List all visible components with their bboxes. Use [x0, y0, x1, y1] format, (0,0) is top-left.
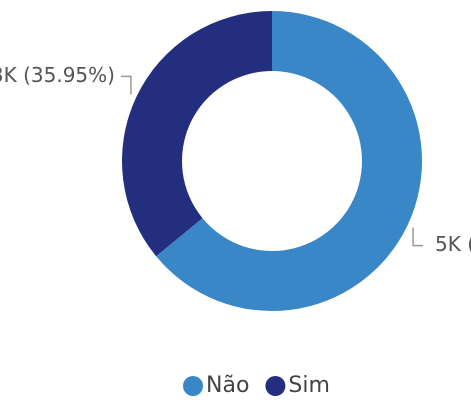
data-label: 5K (64.05%) [435, 232, 471, 256]
legend-swatch [265, 376, 286, 396]
leader-line [412, 227, 424, 247]
donut-slice [156, 11, 422, 311]
donut-slice [121, 11, 272, 257]
data-label: 3K (35.95%) [0, 63, 115, 87]
legend-label: Não [206, 373, 249, 398]
leader-line [120, 75, 132, 95]
legend-label: Sim [288, 373, 330, 398]
legend-swatch [183, 376, 203, 396]
